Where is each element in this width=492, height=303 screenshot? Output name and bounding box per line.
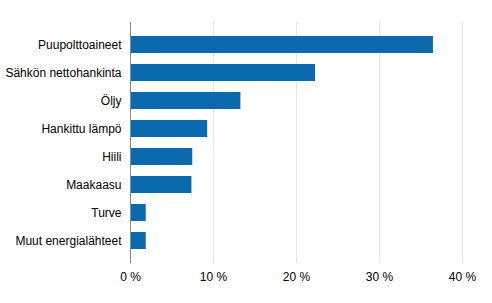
svg-text:40 %: 40 % — [449, 270, 477, 284]
svg-text:Muut energialähteet: Muut energialähteet — [15, 234, 122, 248]
svg-text:10 %: 10 % — [200, 270, 228, 284]
svg-text:Öljy: Öljy — [101, 94, 122, 108]
svg-text:Hiili: Hiili — [102, 150, 121, 164]
svg-text:30 %: 30 % — [366, 270, 394, 284]
svg-text:Puupolttoaineet: Puupolttoaineet — [38, 38, 122, 52]
svg-text:Hankittu lämpö: Hankittu lämpö — [41, 122, 121, 136]
svg-text:20 %: 20 % — [283, 270, 311, 284]
svg-text:Turve: Turve — [91, 206, 122, 220]
svg-text:Sähkön nettohankinta: Sähkön nettohankinta — [5, 66, 121, 80]
svg-text:0 %: 0 % — [120, 270, 141, 284]
svg-text:Maakaasu: Maakaasu — [66, 178, 121, 192]
